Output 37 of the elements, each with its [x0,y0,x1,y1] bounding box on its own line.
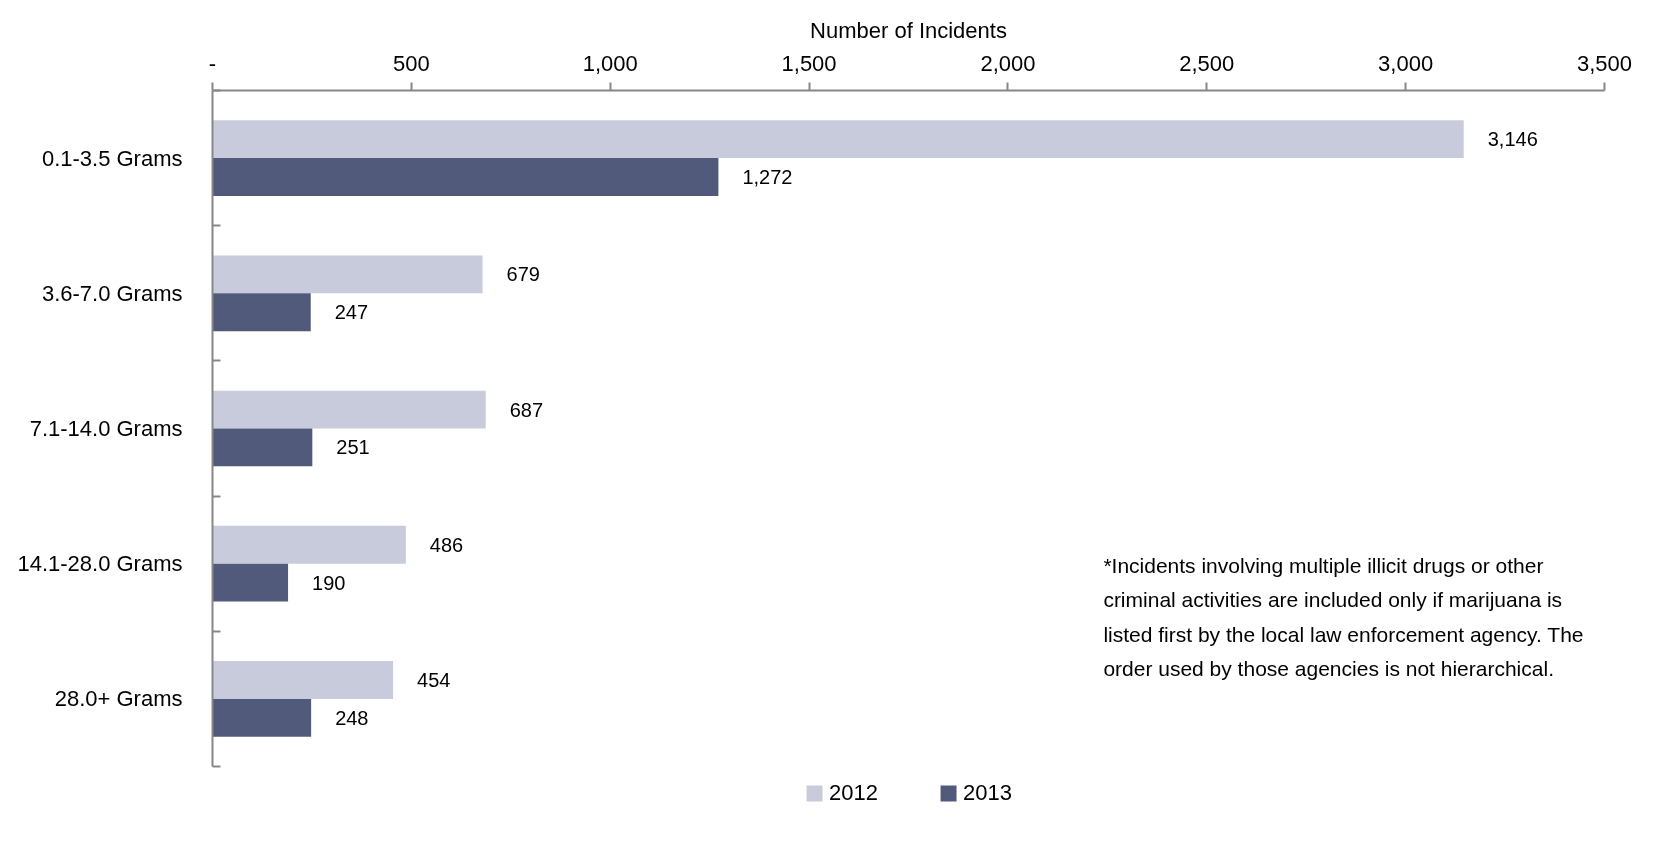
annotation: *Incidents involving multiple illicit drugs or other criminal activities are included only if marijuana is listed first by the local law enforcement agency. The order used by those agencies is not hierarchical. [1103,553,1584,681]
data-label: 454 [417,668,451,691]
x-tick-label: 3,000 [1378,50,1434,76]
x-tick-label: 2,000 [980,50,1036,76]
bar [212,525,406,564]
data-label: 247 [334,301,369,324]
y-tick-label: 14.1-28.0 Grams [17,551,183,577]
x-tick-label: 1,500 [781,50,837,76]
data-label: 486 [429,533,464,556]
bar [212,120,1464,159]
bar [212,255,483,294]
x-tick-label: 2,500 [1179,50,1235,76]
bar [212,698,312,737]
y-tick-label: 28.0+ Grams [54,686,183,712]
data-label: 679 [506,263,540,286]
y-tick-label: 3.6-7.0 Grams [41,280,183,306]
x-tick-label: 1,000 [582,50,638,76]
bar [212,293,311,332]
data-label: 190 [312,571,346,594]
x-tick-label: 500 [393,50,430,76]
y-tick-label: 0.1-3.5 Grams [41,145,183,171]
legend-label: 2013 [963,780,1012,806]
bar [212,563,289,602]
data-label: 248 [335,706,369,729]
bar [212,428,313,467]
data-label: 687 [509,398,544,421]
x-axis-title: Number of Incidents [810,17,1007,43]
data-label: 1,272 [742,166,793,189]
data-label: 3,146 [1487,128,1538,151]
bar [212,158,719,196]
data-label: 251 [336,436,370,459]
y-tick-label: 7.1-14.0 Grams [29,416,183,441]
x-tick-label: 3,500 [1576,50,1633,76]
bar [212,661,394,699]
bar [212,390,486,429]
x-tick-label: - [208,50,217,76]
legend-label: 2012 [829,780,878,806]
